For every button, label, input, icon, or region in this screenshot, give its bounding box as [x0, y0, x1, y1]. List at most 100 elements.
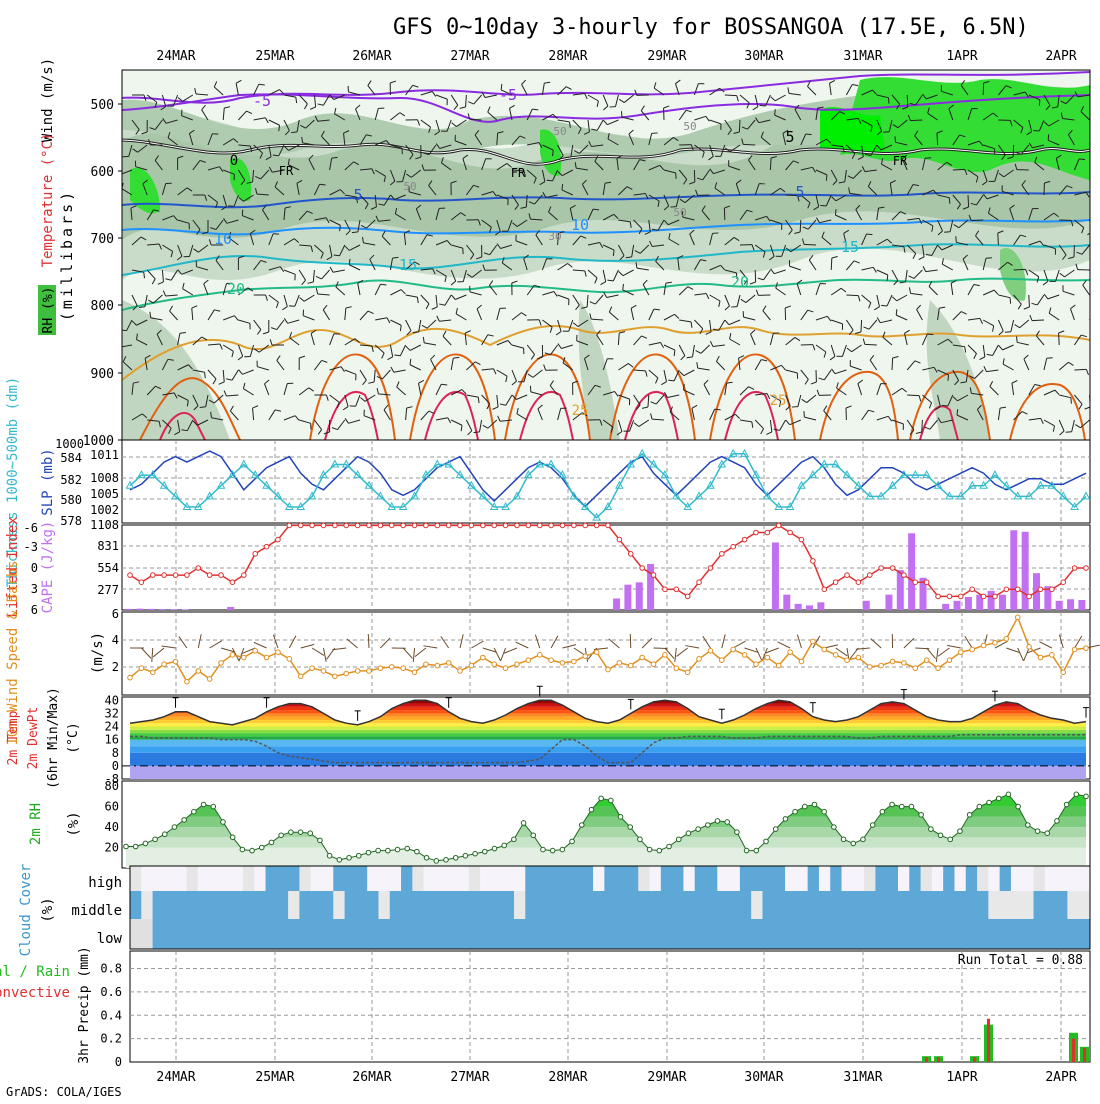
cloud-low-cell — [570, 919, 582, 949]
cloud-low-cell — [141, 919, 153, 949]
contour-label: 25 — [770, 393, 787, 409]
cloud-low-cell — [819, 919, 831, 949]
rh-point — [899, 804, 904, 809]
cloud-low-cell — [424, 919, 436, 949]
lifted-index-line-point — [481, 523, 486, 528]
rh-point — [851, 841, 856, 846]
cape-bar — [885, 595, 892, 610]
rh-point — [715, 819, 720, 824]
cloud-high-cell — [672, 866, 684, 891]
wind-barb-shaft — [739, 120, 740, 132]
cloud-high-cell — [887, 866, 899, 891]
wind-speed-line-point — [560, 661, 565, 666]
cloud-mid-cell — [593, 891, 605, 919]
cloud-low-cell — [412, 919, 424, 949]
lifted-index-line-point — [253, 552, 258, 557]
wind-speed-line-point — [150, 670, 155, 675]
bottom-date-label: 1APR — [946, 1070, 977, 1085]
precip-tick-label: 0.2 — [100, 1032, 122, 1046]
wind-speed-line-point — [401, 666, 406, 671]
rh-point — [812, 802, 817, 807]
lifted-index-line-point — [765, 530, 770, 535]
contour-label: 5 — [795, 183, 804, 201]
cape-bar — [783, 595, 790, 610]
cloud-low-cell — [480, 919, 492, 949]
rh-point — [298, 830, 303, 835]
cloud-mid-cell — [446, 891, 458, 919]
lifted-index-line-point — [503, 523, 508, 528]
rh-point — [773, 827, 778, 832]
cape-bar — [999, 595, 1006, 610]
precip-tick-label: 0 — [115, 1055, 122, 1069]
wind-barb-shaft — [937, 133, 938, 145]
wind-speed-line-point — [617, 661, 622, 666]
temp-tick-label: 32 — [105, 706, 119, 720]
cape-bar — [806, 605, 813, 610]
rh-point — [463, 853, 468, 858]
cloud-high-cell — [842, 866, 854, 891]
cloud-high-cell — [356, 866, 368, 891]
wind-barb-shaft — [968, 195, 969, 207]
lifted-index-line-point — [162, 573, 167, 578]
cloud-low-cell — [887, 919, 899, 949]
bottom-date-label: 26MAR — [352, 1070, 391, 1085]
lifted-index-line-point — [799, 537, 804, 542]
temp-tick-label: 24 — [105, 720, 119, 734]
cloud-low-cell — [367, 919, 379, 949]
wind-barb-feather — [925, 158, 931, 159]
cape-bar — [148, 609, 155, 610]
minmax-label: (6hr Min/Max) — [46, 687, 61, 789]
cloud-cells — [130, 866, 1091, 949]
rh-point — [929, 827, 934, 832]
wind-barb-shaft — [1090, 341, 1100, 345]
wind-barb-feather — [1066, 432, 1072, 433]
cloud-mid-cell — [164, 891, 176, 919]
cloud-low-cell — [469, 919, 481, 949]
temp-band — [122, 740, 1090, 747]
wind-speed-line-point — [936, 666, 941, 671]
cloud-mid-cell — [909, 891, 921, 919]
rh-point — [560, 847, 565, 852]
cloud-low-cell — [1045, 919, 1057, 949]
wind-axis: 642 — [112, 607, 119, 674]
cloud-low-cell — [966, 919, 978, 949]
rh-point — [579, 823, 584, 828]
wind-barb-shaft — [1074, 369, 1086, 370]
wind-barb-shaft — [922, 420, 923, 432]
cloud-low-cell — [785, 919, 797, 949]
lifted-index-line-point — [651, 573, 656, 578]
temp-label: 2m Temp — [6, 710, 21, 765]
wind-barb-feather — [1005, 332, 1011, 333]
rh-point — [221, 820, 226, 825]
slp-tick-label: 1000 — [55, 437, 84, 451]
wind-barb-shaft — [907, 95, 908, 107]
wind-barb-shaft — [831, 258, 832, 270]
cloud-high-cell — [1034, 866, 1046, 891]
wind-speed-line-point — [242, 655, 247, 660]
cloud-low-cell — [525, 919, 537, 949]
cloud-high-cell — [977, 866, 989, 891]
cloud-mid-cell — [130, 891, 142, 919]
cloud-high-cell — [932, 866, 944, 891]
cloud-mid-cell — [977, 891, 989, 919]
lifted-index-line-point — [1038, 587, 1043, 592]
rh-point — [589, 807, 594, 812]
slp-label: SLP (mb) — [40, 448, 56, 515]
wind-speed-line-point — [264, 655, 269, 660]
rh-point — [919, 812, 924, 817]
wind-speed-line-point — [947, 658, 952, 663]
cloud-low-cell — [559, 919, 571, 949]
lifted-index-line-point — [310, 523, 315, 528]
wind-speed-line-point — [628, 663, 633, 668]
slp-tick-label: 1008 — [90, 471, 119, 485]
lifted-index-line-point — [526, 523, 531, 528]
cloud-high-cell — [683, 866, 695, 891]
rh-point — [1045, 831, 1050, 836]
cloud-mid-cell — [785, 891, 797, 919]
wind-speed-line-point — [321, 669, 326, 674]
cape-bar — [170, 609, 177, 610]
cloud-mid-cell — [864, 891, 876, 919]
cloud-low-cell — [762, 919, 774, 949]
cloud-low-cell — [706, 919, 718, 949]
